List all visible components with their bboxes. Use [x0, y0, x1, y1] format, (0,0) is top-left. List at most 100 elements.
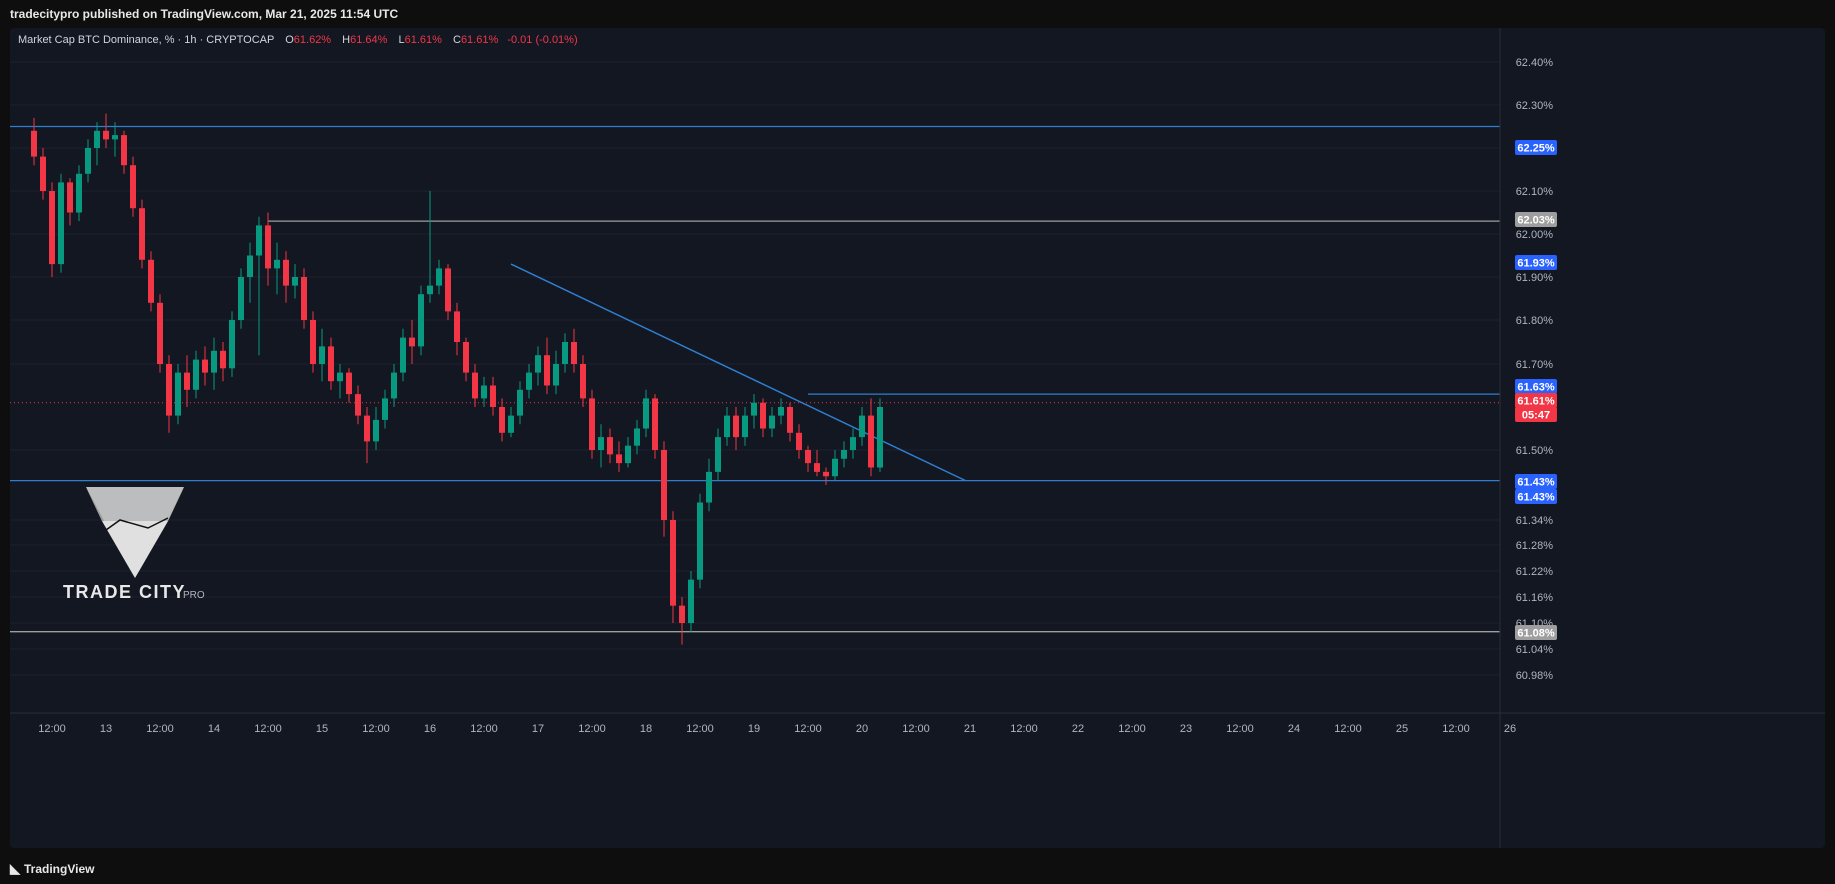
candle-body[interactable]: [292, 277, 298, 286]
candle-body[interactable]: [508, 415, 514, 433]
candle-body[interactable]: [472, 372, 478, 399]
candle-body[interactable]: [652, 398, 658, 450]
candle-body[interactable]: [202, 359, 208, 373]
candle-body[interactable]: [850, 437, 856, 450]
candle-body[interactable]: [94, 130, 100, 148]
candle-body[interactable]: [103, 130, 109, 140]
candle-body[interactable]: [265, 225, 271, 269]
candle-body[interactable]: [364, 415, 370, 442]
candle-body[interactable]: [490, 385, 496, 408]
candle-body[interactable]: [823, 471, 829, 477]
candle-body[interactable]: [814, 463, 820, 472]
candle-body[interactable]: [382, 398, 388, 420]
candle-body[interactable]: [445, 268, 451, 312]
candle-body[interactable]: [571, 342, 577, 364]
candle-body[interactable]: [40, 156, 46, 191]
candle-body[interactable]: [607, 437, 613, 455]
candle-body[interactable]: [184, 372, 190, 390]
candle-body[interactable]: [427, 285, 433, 295]
candle-body[interactable]: [400, 337, 406, 373]
candle-body[interactable]: [697, 502, 703, 580]
candle-body[interactable]: [778, 407, 784, 416]
candle-body[interactable]: [139, 208, 145, 260]
candle-body[interactable]: [616, 454, 622, 464]
candle-body[interactable]: [481, 385, 487, 399]
candle-body[interactable]: [211, 350, 217, 373]
candle-body[interactable]: [310, 320, 316, 364]
chart-panel[interactable]: 62.40%62.30%62.20%62.10%62.00%61.90%61.8…: [10, 28, 1825, 848]
candle-body[interactable]: [346, 372, 352, 395]
candle-body[interactable]: [733, 415, 739, 438]
candle-body[interactable]: [256, 225, 262, 256]
candle-body[interactable]: [742, 415, 748, 438]
candle-body[interactable]: [328, 346, 334, 382]
candle-body[interactable]: [418, 294, 424, 347]
candle-body[interactable]: [247, 255, 253, 278]
candle-body[interactable]: [859, 415, 865, 438]
candle-body[interactable]: [580, 364, 586, 399]
candle-body[interactable]: [436, 268, 442, 286]
candle-body[interactable]: [715, 437, 721, 472]
candle-body[interactable]: [796, 432, 802, 450]
candle-body[interactable]: [85, 148, 91, 174]
candle-body[interactable]: [679, 605, 685, 623]
candle-body[interactable]: [301, 277, 307, 320]
candle-body[interactable]: [760, 402, 766, 429]
candle-body[interactable]: [148, 259, 154, 303]
candle-body[interactable]: [283, 259, 289, 286]
candle-body[interactable]: [454, 311, 460, 342]
candle-body[interactable]: [220, 350, 226, 369]
candle-body[interactable]: [409, 337, 415, 347]
candle-body[interactable]: [634, 428, 640, 446]
candle-body[interactable]: [67, 182, 73, 213]
candle-body[interactable]: [724, 415, 730, 438]
candle-body[interactable]: [58, 182, 64, 265]
candle-body[interactable]: [238, 277, 244, 320]
candle-body[interactable]: [526, 372, 532, 390]
candle-body[interactable]: [589, 398, 595, 450]
candle-body[interactable]: [751, 402, 757, 416]
candle-body[interactable]: [643, 398, 649, 429]
candle-body[interactable]: [787, 407, 793, 433]
candle-body[interactable]: [706, 471, 712, 503]
candle-body[interactable]: [535, 355, 541, 373]
candle-body[interactable]: [661, 450, 667, 520]
candle-body[interactable]: [319, 346, 325, 364]
candle-body[interactable]: [391, 372, 397, 399]
y-tick-label: 61.16%: [1516, 592, 1554, 604]
candle-body[interactable]: [175, 372, 181, 416]
candle-body[interactable]: [517, 389, 523, 416]
candle-body[interactable]: [229, 320, 235, 369]
candle-body[interactable]: [832, 458, 838, 477]
candle-body[interactable]: [544, 355, 550, 386]
candle-body[interactable]: [553, 364, 559, 386]
candle-body[interactable]: [31, 130, 37, 157]
candle-body[interactable]: [373, 419, 379, 442]
candle-body[interactable]: [130, 165, 136, 209]
candle-body[interactable]: [274, 259, 280, 269]
candle-body[interactable]: [877, 407, 883, 468]
candle-body[interactable]: [805, 450, 811, 464]
candle-body[interactable]: [499, 407, 505, 433]
y-tick-label: 60.98%: [1516, 670, 1554, 682]
candle-body[interactable]: [355, 394, 361, 416]
candle-body[interactable]: [670, 520, 676, 606]
candle-body[interactable]: [769, 415, 775, 429]
candle-body[interactable]: [166, 364, 172, 416]
candle-body[interactable]: [121, 135, 127, 166]
candle-body[interactable]: [49, 191, 55, 265]
trendline[interactable]: [510, 263, 966, 482]
candle-body[interactable]: [688, 579, 694, 623]
candle-body[interactable]: [193, 359, 199, 390]
candle-body[interactable]: [337, 372, 343, 382]
price-chart[interactable]: 62.40%62.30%62.20%62.10%62.00%61.90%61.8…: [10, 28, 1825, 848]
candle-body[interactable]: [157, 302, 163, 364]
candle-body[interactable]: [598, 437, 604, 450]
candle-body[interactable]: [76, 173, 82, 213]
candle-body[interactable]: [841, 450, 847, 459]
candle-body[interactable]: [625, 445, 631, 464]
candle-body[interactable]: [868, 415, 874, 468]
candle-body[interactable]: [463, 342, 469, 373]
candle-body[interactable]: [112, 135, 118, 140]
candle-body[interactable]: [562, 342, 568, 364]
